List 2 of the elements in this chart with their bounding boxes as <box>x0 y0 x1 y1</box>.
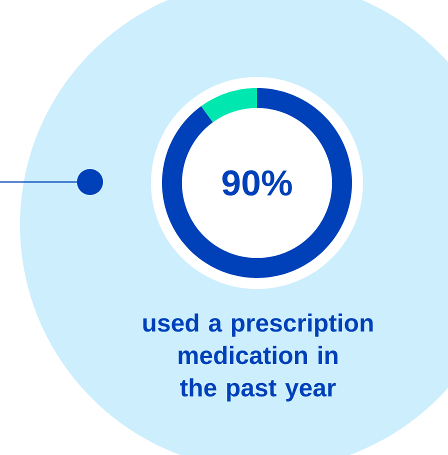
text: used a prescription medication in the past year <box>143 314 373 402</box>
data-label: 90% <box>222 170 292 196</box>
